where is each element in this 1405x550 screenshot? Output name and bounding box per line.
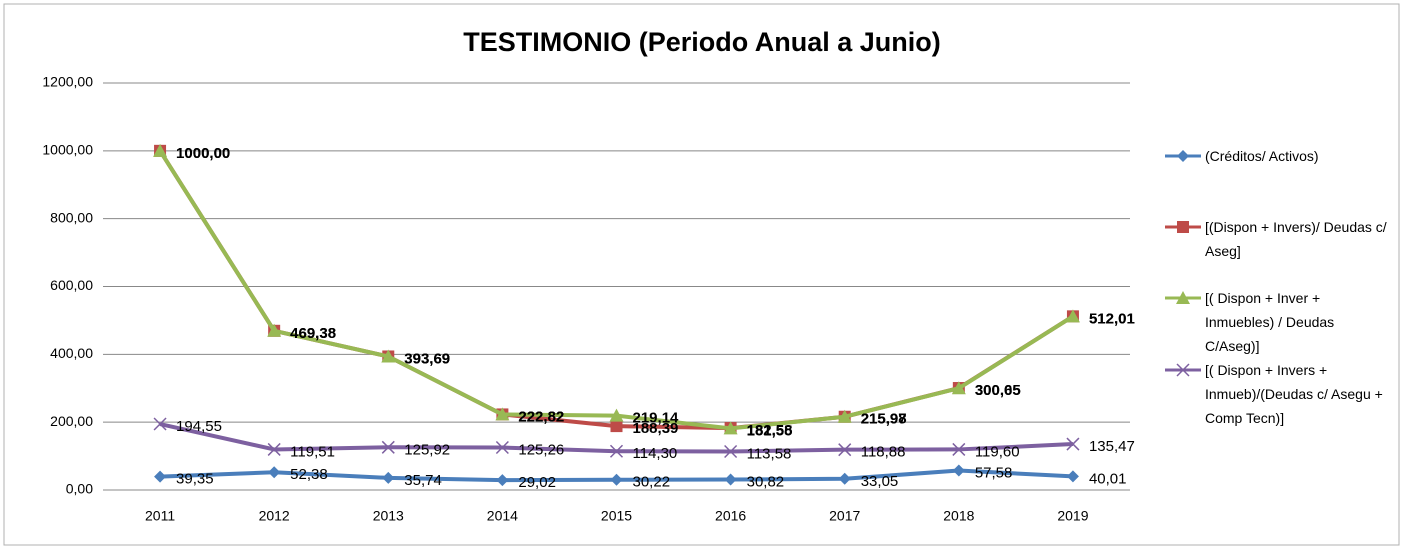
data-label: 30,22 — [633, 474, 671, 491]
chart-title: TESTIMONIO (Periodo Anual a Junio) — [463, 27, 941, 57]
legend-marker — [1176, 363, 1190, 377]
data-label: 52,38 — [290, 466, 328, 483]
marker — [153, 417, 167, 431]
y-tick-label: 400,00 — [50, 345, 93, 361]
marker — [1065, 309, 1080, 323]
data-label: 118,88 — [861, 444, 906, 461]
data-label: 29,02 — [518, 474, 556, 491]
data-label: 119,60 — [975, 443, 1020, 460]
marker — [610, 473, 623, 486]
marker — [153, 143, 168, 157]
marker — [1066, 470, 1079, 483]
data-label: 135,47 — [1089, 438, 1135, 455]
x-tick-label: 2013 — [373, 508, 404, 524]
marker — [267, 323, 282, 337]
marker — [838, 443, 852, 457]
x-tick-label: 2018 — [943, 508, 974, 524]
marker — [381, 440, 395, 454]
data-label: 194,55 — [176, 418, 222, 435]
x-tick-label: 2016 — [715, 508, 746, 524]
data-label: 215,97 — [861, 411, 907, 428]
data-label: 219,14 — [633, 410, 680, 427]
data-label: 57,58 — [975, 464, 1013, 481]
marker — [951, 381, 966, 395]
marker — [837, 409, 852, 423]
data-label: 181,55 — [747, 422, 793, 439]
data-label: 188,39 — [633, 420, 679, 437]
marker — [154, 470, 167, 483]
data-label: 469,38 — [290, 325, 336, 342]
legend-label: [( Dispon + Inver + Inmuebles) / Deudas … — [1205, 290, 1335, 354]
marker — [495, 407, 510, 421]
data-label: 222,82 — [518, 408, 564, 425]
data-label: 114,30 — [633, 445, 678, 462]
data-label: 30,82 — [747, 474, 785, 491]
x-tick-label: 2012 — [259, 508, 290, 524]
marker — [724, 473, 737, 486]
data-label: 300,65 — [975, 382, 1021, 399]
data-label: 1000,00 — [176, 145, 230, 162]
y-tick-label: 800,00 — [50, 209, 93, 225]
data-label: 40,01 — [1089, 470, 1127, 487]
marker — [609, 408, 624, 422]
data-label: 33,05 — [861, 473, 899, 490]
legend-label: [(Dispon + Invers)/ Deudas c/ Aseg] — [1205, 219, 1387, 259]
x-tick-label: 2011 — [145, 508, 175, 524]
data-label: 469,38 — [290, 325, 336, 342]
data-label: 39,35 — [176, 471, 214, 488]
data-label: 125,92 — [404, 441, 450, 458]
marker — [838, 472, 851, 485]
legend-label: [( Dispon + Invers + Inmueb)/(Deudas c/ … — [1205, 362, 1383, 426]
data-label: 300,05 — [975, 382, 1021, 399]
data-label: 215,98 — [861, 411, 907, 428]
marker — [268, 466, 281, 479]
x-tick-label: 2015 — [601, 508, 632, 524]
data-label: 1000,00 — [176, 145, 230, 162]
legend-marker — [1177, 150, 1189, 162]
marker — [267, 442, 281, 456]
y-tick-label: 1000,00 — [42, 142, 93, 158]
x-tick-label: 2019 — [1057, 508, 1088, 524]
data-label: 125,26 — [518, 441, 564, 458]
x-tick-label: 2017 — [829, 508, 860, 524]
legend-marker — [1176, 291, 1190, 304]
data-label: 393,69 — [404, 350, 450, 367]
marker — [496, 474, 509, 487]
marker — [952, 464, 965, 477]
chart-border — [3, 3, 1400, 546]
data-label: 119,51 — [290, 443, 335, 460]
legend-label: (Créditos/ Activos) — [1205, 148, 1319, 164]
marker — [724, 444, 738, 459]
data-label: 113,58 — [747, 445, 792, 462]
data-label: 222,82 — [518, 408, 564, 425]
y-tick-label: 600,00 — [50, 277, 93, 293]
marker — [381, 349, 396, 363]
marker — [609, 444, 624, 458]
marker — [723, 421, 738, 435]
data-label: 35,74 — [404, 472, 442, 489]
y-tick-label: 0,00 — [66, 481, 93, 497]
marker — [495, 440, 509, 455]
data-label: 512,01 — [1089, 310, 1135, 327]
data-label: 512,01 — [1089, 310, 1135, 327]
data-label: 393,69 — [404, 350, 450, 367]
legend-marker — [1177, 221, 1189, 233]
marker — [382, 471, 395, 484]
data-label: 182,58 — [747, 422, 793, 439]
marker — [952, 442, 966, 456]
y-tick-label: 200,00 — [50, 413, 93, 429]
y-tick-label: 1200,00 — [42, 74, 93, 90]
marker — [1066, 437, 1080, 451]
marker — [610, 420, 623, 433]
x-tick-label: 2014 — [487, 508, 518, 524]
